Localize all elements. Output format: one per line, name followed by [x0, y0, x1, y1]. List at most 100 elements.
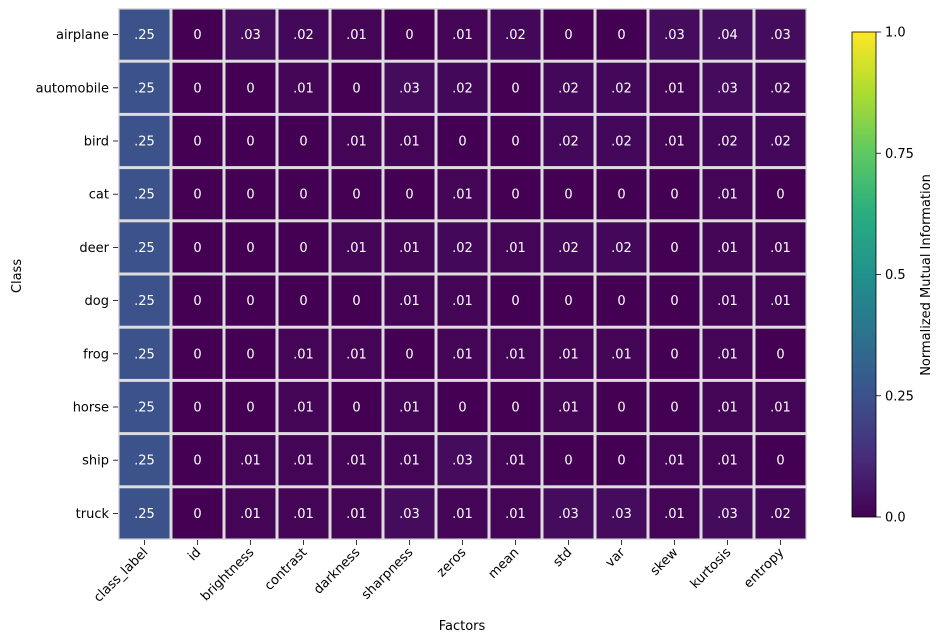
cell-value-label: .01 — [346, 454, 367, 469]
heatmap-cell — [490, 328, 541, 379]
cell-value-label: 0 — [246, 241, 254, 256]
heatmap-cell — [702, 488, 753, 539]
cell-value-label: .01 — [452, 347, 473, 362]
heatmap-cell — [649, 381, 700, 433]
cell-value-label: 0 — [617, 188, 625, 203]
cell-value-label: 0 — [776, 347, 784, 362]
cell-value-label: .02 — [558, 135, 579, 150]
heatmap-cell — [225, 115, 276, 167]
cell-value-label: 0 — [246, 401, 254, 416]
cell-value-label: 0 — [246, 347, 254, 362]
heatmap-cell — [225, 328, 276, 379]
cell-value-label: 0 — [405, 188, 413, 203]
x-tick-label: zeros — [434, 545, 469, 580]
heatmap-cell — [384, 222, 435, 273]
cell-value-label: .01 — [717, 188, 738, 203]
heatmap-cell — [172, 9, 223, 60]
cell-value-label: .01 — [505, 241, 526, 256]
heatmap-cell — [543, 62, 594, 113]
heatmap-cell — [649, 62, 700, 113]
heatmap-cell — [755, 222, 806, 273]
heatmap-cell — [225, 488, 276, 539]
cell-value-label: .02 — [611, 241, 632, 256]
heatmap-cell — [490, 222, 541, 273]
heatmap-cell — [702, 169, 753, 220]
cell-value-label: .03 — [770, 28, 791, 43]
cell-value-label: .01 — [293, 81, 314, 96]
heatmap-cell — [702, 328, 753, 379]
y-tick-label: truck — [76, 507, 110, 522]
heatmap-cell — [278, 381, 329, 433]
cell-value-label: .25 — [134, 401, 155, 416]
y-tick-label: bird — [84, 135, 109, 150]
cell-value-label: 0 — [564, 454, 572, 469]
heatmap-cell — [755, 381, 806, 433]
heatmap-cell — [331, 275, 382, 326]
cell-value-label: 0 — [193, 188, 201, 203]
cell-value-label: 0 — [511, 294, 519, 309]
heatmap-cell — [172, 62, 223, 113]
heatmap-cell — [596, 275, 647, 326]
heatmap-cell — [119, 328, 170, 379]
heatmap-cell — [172, 435, 223, 486]
y-axis-ticks: airplane automobile bird cat deer dog frog hors… — [36, 28, 118, 522]
cell-value-label: .25 — [134, 81, 155, 96]
cell-value-label: .25 — [134, 347, 155, 362]
cell-value-label: 0 — [617, 401, 625, 416]
heatmap-cell — [596, 328, 647, 379]
cell-value-label: .01 — [452, 507, 473, 522]
heatmap-cell — [755, 435, 806, 486]
colorbar-ticks: 0.0 0.25 0.5 0.75 1.0 — [876, 26, 914, 526]
cell-value-label: 0 — [299, 241, 307, 256]
cell-value-label: 0 — [299, 188, 307, 203]
heatmap-cell — [755, 9, 806, 60]
heatmap-cell — [437, 328, 488, 379]
cell-value-label: .01 — [717, 241, 738, 256]
heatmap-cell — [225, 9, 276, 60]
cell-value-label: 0 — [352, 188, 360, 203]
heatmap-cell — [437, 169, 488, 220]
heatmap-cell — [172, 328, 223, 379]
x-tick-label: id — [185, 545, 204, 564]
cell-value-label: 0 — [246, 81, 254, 96]
cell-value-label: 0 — [511, 401, 519, 416]
cell-value-label: .01 — [558, 401, 579, 416]
heatmap-cell — [543, 381, 594, 433]
heatmap-cell — [755, 328, 806, 379]
heatmap-cell — [437, 62, 488, 113]
y-tick-label: horse — [73, 401, 109, 416]
cell-value-label: .02 — [293, 28, 314, 43]
heatmap-cell — [755, 169, 806, 220]
heatmap-cell — [490, 9, 541, 60]
cell-value-label: .01 — [346, 347, 367, 362]
heatmap-cell — [596, 488, 647, 539]
heatmap-cell — [437, 488, 488, 539]
cell-value-label: .25 — [134, 241, 155, 256]
cell-value-label: 0 — [246, 188, 254, 203]
heatmap-cell — [172, 275, 223, 326]
heatmap-cell — [119, 169, 170, 220]
cell-value-label: .01 — [452, 294, 473, 309]
y-tick-label: automobile — [36, 81, 109, 96]
heatmap-cell — [172, 115, 223, 167]
cell-value-label: .03 — [452, 454, 473, 469]
heatmap-cell — [384, 275, 435, 326]
cell-value-label: .02 — [611, 81, 632, 96]
heatmap-cell — [119, 435, 170, 486]
x-tick-label: std — [550, 545, 575, 570]
cell-value-label: .01 — [399, 454, 420, 469]
heatmap-cell — [384, 435, 435, 486]
cell-value-label: .01 — [399, 401, 420, 416]
cell-value-label: 0 — [299, 135, 307, 150]
cell-value-label: .03 — [399, 507, 420, 522]
heatmap-cell — [384, 328, 435, 379]
cell-value-label: .25 — [134, 294, 155, 309]
heatmap-cell — [119, 222, 170, 273]
heatmap-cell — [225, 381, 276, 433]
cell-value-label: .01 — [452, 188, 473, 203]
x-tick-label: mean — [486, 545, 523, 582]
heatmap-cell — [225, 169, 276, 220]
cell-value-label: .01 — [558, 347, 579, 362]
heatmap-cell — [384, 488, 435, 539]
